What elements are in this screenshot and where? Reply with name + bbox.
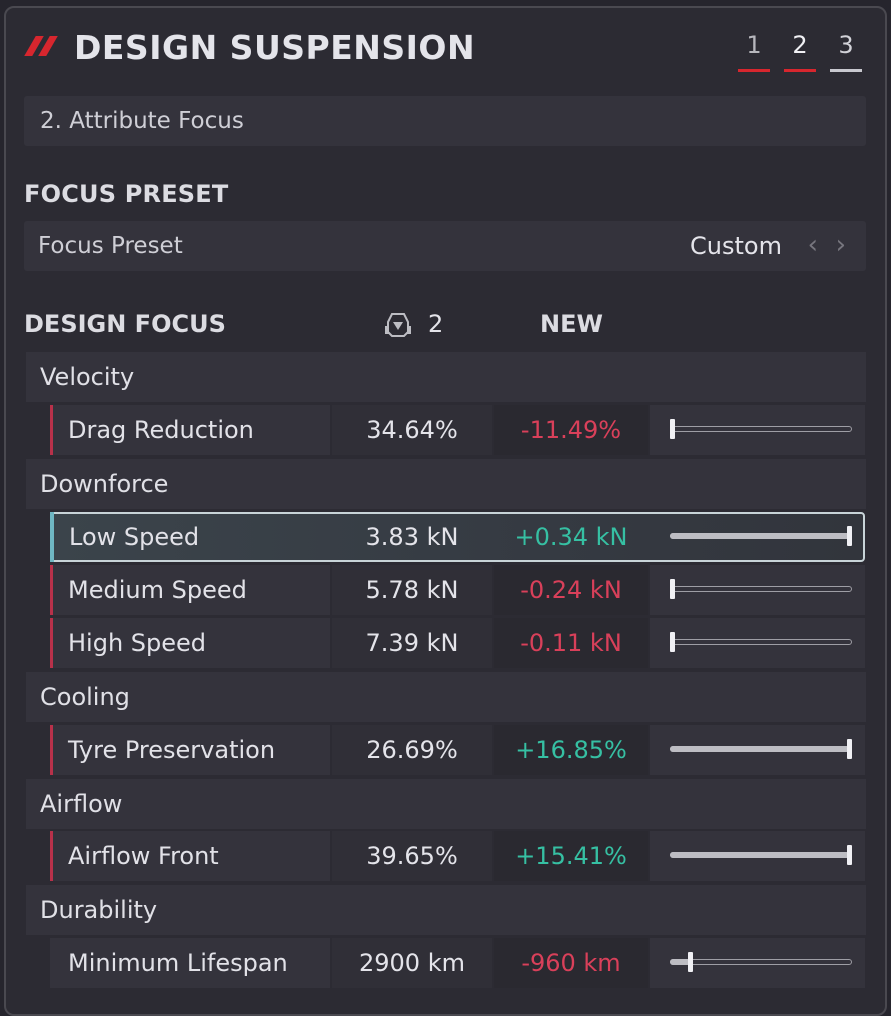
attribute-current-value: 2900 km — [332, 938, 492, 988]
slider-fill — [670, 533, 849, 539]
attribute-current-value: 39.65% — [332, 831, 492, 881]
attribute-name: High Speed — [50, 618, 330, 668]
step-3[interactable]: 3 — [830, 30, 862, 72]
attribute-row-tyre-preservation[interactable]: Tyre Preservation 26.69% +16.85% — [50, 725, 865, 775]
step-2[interactable]: 2 — [784, 30, 816, 72]
attribute-current-value: 5.78 kN — [332, 565, 492, 615]
step-1[interactable]: 1 — [738, 30, 770, 72]
slider-handle[interactable] — [687, 952, 693, 972]
attribute-row-medium-speed[interactable]: Medium Speed 5.78 kN -0.24 kN — [50, 565, 865, 615]
slider-track[interactable] — [670, 586, 852, 592]
slider-handle[interactable] — [670, 632, 675, 652]
category-airflow: Airflow — [26, 779, 866, 829]
slider-fill — [670, 852, 849, 858]
attribute-new-delta: -11.49% — [494, 405, 648, 455]
step-subtitle: 2. Attribute Focus — [24, 96, 866, 146]
chevron-right-icon[interactable]: › — [835, 230, 846, 260]
slider-fill — [670, 746, 849, 752]
focus-preset-value: Custom — [690, 232, 782, 260]
attribute-current-value: 3.83 kN — [365, 523, 459, 551]
slider-handle[interactable] — [847, 526, 852, 546]
attribute-new-delta: -0.24 kN — [494, 565, 648, 615]
slider-fill — [670, 959, 690, 965]
car-icon — [385, 313, 411, 337]
attribute-slider[interactable] — [650, 618, 865, 668]
attribute-current-value: 26.69% — [332, 725, 492, 775]
panel-header: DESIGN SUSPENSION 1 2 3 — [22, 28, 862, 72]
attribute-slider[interactable] — [650, 725, 865, 775]
attribute-name: Tyre Preservation — [50, 725, 330, 775]
attribute-row-low-speed[interactable]: Low Speed 3.83 kN +0.34 kN — [50, 512, 865, 562]
attribute-current-value: 7.39 kN — [332, 618, 492, 668]
focus-preset-heading: FOCUS PRESET — [24, 180, 229, 208]
slider-handle[interactable] — [670, 419, 675, 439]
attribute-new-delta: +0.34 kN — [514, 523, 628, 551]
attribute-name: Drag Reduction — [50, 405, 330, 455]
slider-track[interactable] — [670, 959, 852, 965]
attribute-new-delta: +15.41% — [494, 831, 648, 881]
new-column-heading: NEW — [540, 310, 603, 338]
attribute-slider[interactable] — [650, 938, 865, 988]
attribute-new-delta: -0.11 kN — [494, 618, 648, 668]
attribute-row-minimum-lifespan[interactable]: Minimum Lifespan 2900 km -960 km — [50, 938, 865, 988]
attribute-name: Medium Speed — [50, 565, 330, 615]
category-downforce: Downforce — [26, 459, 866, 509]
design-focus-heading: DESIGN FOCUS — [24, 310, 226, 338]
category-durability: Durability — [26, 885, 866, 935]
attribute-new-delta: +16.85% — [494, 725, 648, 775]
attribute-slider[interactable] — [650, 565, 865, 615]
step-indicator: 1 2 3 — [738, 30, 862, 72]
attribute-slider[interactable] — [650, 405, 865, 455]
attribute-current-value: 34.64% — [332, 405, 492, 455]
focus-preset-label: Focus Preset — [38, 233, 183, 259]
attribute-name: Low Speed — [50, 512, 330, 562]
page-title: DESIGN SUSPENSION — [74, 28, 476, 67]
car-number: 2 — [428, 310, 444, 338]
attribute-new-delta: -960 km — [494, 938, 648, 988]
chevron-left-icon[interactable]: ‹ — [807, 230, 818, 260]
slider-handle[interactable] — [847, 845, 852, 865]
attribute-row-airflow-front[interactable]: Airflow Front 39.65% +15.41% — [50, 831, 865, 881]
focus-preset-selector[interactable]: Focus Preset Custom ‹ › — [24, 221, 866, 271]
slider-track[interactable] — [670, 426, 852, 432]
attribute-slider[interactable] — [650, 512, 865, 562]
attribute-row-drag-reduction[interactable]: Drag Reduction 34.64% -11.49% — [50, 405, 865, 455]
brand-slashes-icon — [24, 32, 64, 58]
attribute-name: Minimum Lifespan — [50, 938, 330, 988]
attribute-name: Airflow Front — [50, 831, 330, 881]
category-velocity: Velocity — [26, 352, 866, 402]
slider-track[interactable] — [670, 639, 852, 645]
category-cooling: Cooling — [26, 672, 866, 722]
slider-handle[interactable] — [670, 579, 675, 599]
attribute-row-high-speed[interactable]: High Speed 7.39 kN -0.11 kN — [50, 618, 865, 668]
slider-handle[interactable] — [847, 739, 852, 759]
attribute-slider[interactable] — [650, 831, 865, 881]
design-focus-header: DESIGN FOCUS 2 NEW — [24, 306, 866, 346]
